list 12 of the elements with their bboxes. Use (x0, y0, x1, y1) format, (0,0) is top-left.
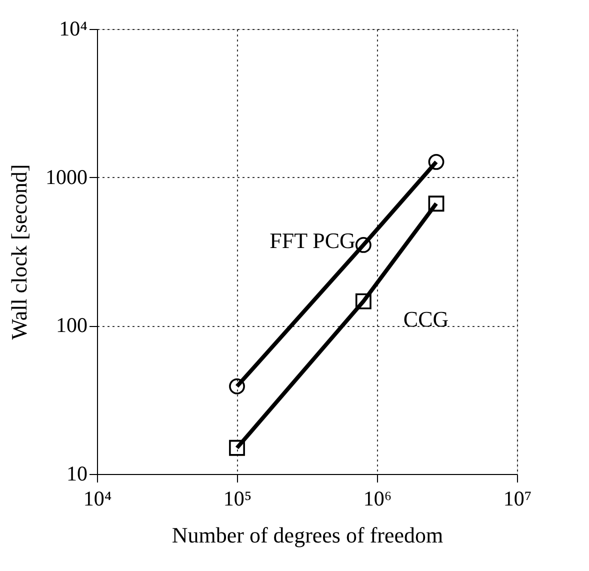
y-tick-label: 10⁴ (59, 16, 88, 40)
y-tick-label: 100 (56, 313, 88, 338)
x-tick-label: 10⁴ (83, 486, 112, 510)
series-label: FFT PCG (270, 228, 356, 253)
x-tick-label: 10⁶ (363, 486, 392, 510)
y-tick-label: 10 (66, 462, 88, 486)
x-tick-label: 10⁷ (503, 486, 532, 510)
x-tick-label: 10⁵ (223, 486, 252, 510)
x-axis-title: Number of degrees of freedom (172, 522, 444, 548)
y-axis-title: Wall clock [second] (6, 164, 32, 340)
y-tick-label: 1000 (46, 164, 88, 189)
series-label: CCG (403, 306, 449, 332)
